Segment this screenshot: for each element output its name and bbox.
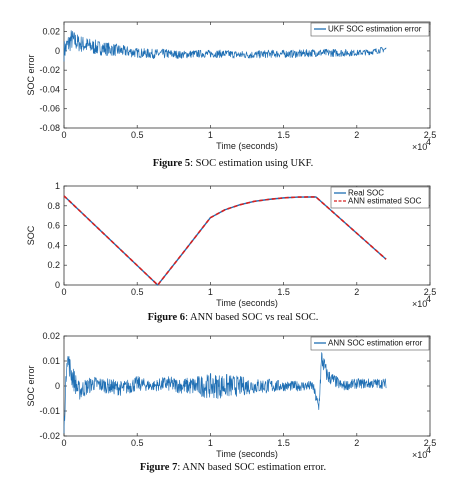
y-tick-label: 0.8 [47,201,60,211]
x-tick-label: 2 [354,438,359,448]
y-tick-label: 0.01 [42,356,60,366]
x-tick-label: 0.5 [131,130,144,140]
y-tick-label: 0.02 [42,331,60,341]
legend-entry-0: UKF SOC estimation error [328,25,422,34]
x-multiplier: ×10 [412,299,427,309]
caption-figure-7: Figure 7: ANN based SOC estimation error… [140,462,326,473]
x-tick-label: 1 [208,287,213,297]
y-tick-label: -0.01 [39,406,60,416]
legend-box [310,22,430,37]
y-tick-label: 0.6 [47,221,60,231]
x-tick-label: 1 [208,130,213,140]
chart-panel-ann-error: 0 0.5 1 1.5 2 2.5 0.02 0.01 0 -0.01 -0.02 Time (sec… [26,331,436,460]
legend-entry-1: ANN estimated SOC [348,197,422,206]
series-line-1 [63,195,387,286]
chart-panel-ukf-error: 0 0.5 1 1.5 2 2.5 0.02 0 -0.02 -0.04 -0.06 -0.08 Tim… [26,21,437,152]
caption-figure-6-text: : ANN based SOC vs real SOC. [185,312,318,323]
x-multiplier: ×10 [412,450,427,460]
y-axis-label: SOC error [26,54,36,95]
x-axis-label: Time (seconds) [216,141,278,151]
y-tick-label: 0 [55,381,60,391]
x-tick-label: 1.5 [277,130,290,140]
x-tick-label: 0 [61,287,66,297]
plot-frame [63,21,431,129]
y-tick-label: -0.02 [39,65,60,75]
caption-figure-6: Figure 6: ANN based SOC vs real SOC. [148,312,319,323]
x-tick-label: 0.5 [131,287,144,297]
x-multiplier-exponent: 4 [426,137,431,147]
legend-entry-0: Real SOC [348,189,384,198]
caption-figure-6-label: Figure 6 [148,312,185,323]
y-tick-label: 1 [55,181,60,191]
caption-figure-7-label: Figure 7 [140,462,177,473]
caption-figure-5-text: : SOC estimation using UKF. [190,158,313,169]
y-axis-label: SOC [26,225,36,245]
x-axis-label: Time (seconds) [216,298,278,308]
legend-box [330,186,430,209]
x-tick-label: 2.5 [424,287,437,297]
x-tick-label: 0.5 [131,438,144,448]
y-tick-label: 0.4 [47,240,60,250]
x-multiplier: ×10 [412,142,427,152]
legend-box [310,336,430,351]
x-tick-label: 2.5 [424,130,437,140]
x-tick-label: 1 [208,438,213,448]
x-multiplier-exponent: 4 [426,445,431,455]
y-tick-label: -0.08 [39,123,60,133]
y-axis-label: SOC error [26,365,36,406]
y-tick-label: 0.2 [47,260,60,270]
y-tick-label: -0.04 [39,84,60,94]
y-tick-label: -0.06 [39,104,60,114]
caption-figure-7-text: : ANN based SOC estimation error. [177,462,326,473]
y-tick-label: 0 [55,46,60,56]
chart-panel-ann-vs-real: 0 0.5 1 1.5 2 2.5 1 0.8 0.6 0.4 0.2 0 Time (seconds)… [26,181,436,309]
x-tick-label: 2.5 [424,438,437,448]
y-tick-label: 0 [55,280,60,290]
series-line-0 [63,352,387,434]
x-tick-label: 0 [61,438,66,448]
series-line-0 [63,30,387,62]
x-tick-label: 1.5 [277,287,290,297]
x-tick-label: 1.5 [277,438,290,448]
y-tick-label: 0.02 [42,27,60,37]
y-tick-label: -0.02 [39,431,60,441]
x-multiplier-exponent: 4 [426,294,431,304]
caption-figure-5-label: Figure 5 [153,158,190,169]
legend-entry-0: ANN SOC estimation error [328,339,423,348]
x-axis-label: Time (seconds) [216,449,278,459]
caption-figure-5: Figure 5: SOC estimation using UKF. [153,158,314,169]
x-tick-label: 2 [354,287,359,297]
x-tick-label: 0 [61,130,66,140]
x-tick-label: 2 [354,130,359,140]
